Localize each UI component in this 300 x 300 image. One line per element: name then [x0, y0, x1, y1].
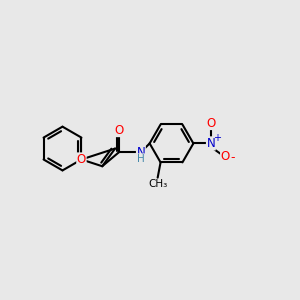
Text: O: O [206, 116, 215, 130]
Text: O: O [114, 124, 124, 136]
Text: N: N [206, 137, 215, 150]
Text: CH₃: CH₃ [148, 179, 167, 189]
Text: O: O [77, 153, 86, 166]
Text: O: O [220, 150, 230, 164]
Text: H: H [137, 154, 145, 164]
Text: N: N [136, 146, 145, 159]
Text: +: + [213, 133, 221, 142]
Text: -: - [231, 151, 236, 164]
